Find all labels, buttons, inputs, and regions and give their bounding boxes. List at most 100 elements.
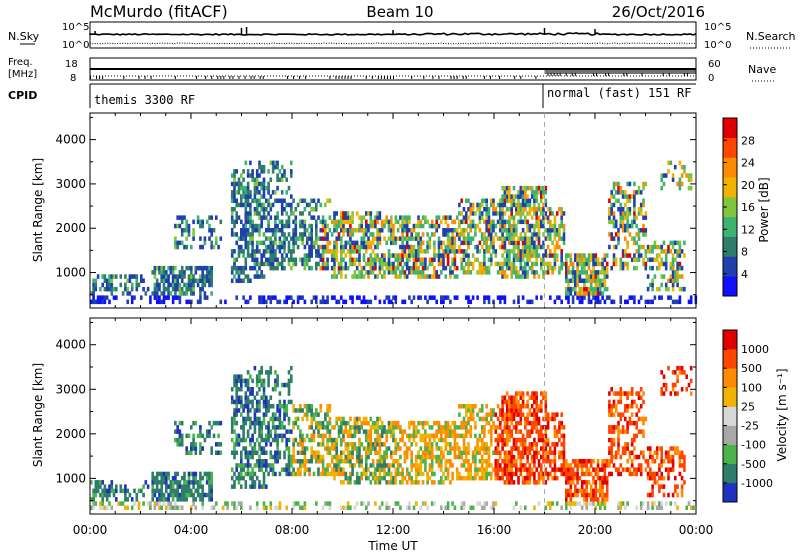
heatmap-cell xyxy=(369,219,373,225)
heatmap-cell xyxy=(333,454,336,460)
heatmap-cell xyxy=(251,404,254,409)
heatmap-cell xyxy=(401,471,404,477)
heatmap-cell xyxy=(521,437,525,443)
heatmap-cell xyxy=(605,295,609,300)
heatmap-cell xyxy=(290,471,293,477)
heatmap-cell xyxy=(669,160,673,166)
heatmap-cell xyxy=(369,442,373,447)
heatmap-cell xyxy=(440,463,443,468)
heatmap-cell xyxy=(290,257,293,262)
heatmap-cell xyxy=(237,177,241,182)
heatmap-cell xyxy=(492,467,495,472)
heatmap-cell xyxy=(294,420,298,426)
heatmap-cell xyxy=(462,505,466,510)
heatmap-cell xyxy=(351,446,354,451)
nave-sample xyxy=(174,76,176,79)
heatmap-cell xyxy=(530,459,534,464)
heatmap-cell xyxy=(574,270,577,275)
heatmap-cell xyxy=(549,223,552,229)
heatmap-cell xyxy=(162,286,166,292)
heatmap-cell xyxy=(449,299,452,305)
heatmap-cell xyxy=(374,236,377,241)
heatmap-cell xyxy=(567,501,570,506)
heatmap-cell xyxy=(512,399,516,405)
heatmap-cell xyxy=(594,295,598,300)
heatmap-cell xyxy=(265,249,268,254)
heatmap-cell xyxy=(287,378,291,384)
heatmap-cell xyxy=(101,282,104,288)
nave-sample xyxy=(565,73,567,76)
heatmap-cell xyxy=(453,240,457,246)
heatmap-cell xyxy=(290,253,293,258)
heatmap-cell xyxy=(440,505,443,510)
heatmap-cell xyxy=(408,475,411,481)
heatmap-cell xyxy=(162,492,166,498)
heatmap-cell xyxy=(651,278,654,283)
heatmap-cell xyxy=(380,253,384,258)
nave-sample xyxy=(205,76,207,79)
heatmap-cell xyxy=(240,454,243,460)
heatmap-cell xyxy=(560,425,563,430)
heatmap-cell xyxy=(210,291,213,296)
heatmap-cell xyxy=(644,265,648,271)
heatmap-cell xyxy=(524,190,527,195)
heatmap-cell xyxy=(437,236,441,241)
nave-sample xyxy=(389,76,391,79)
heatmap-cell xyxy=(365,232,368,237)
heatmap-cell xyxy=(283,173,286,178)
heatmap-cell xyxy=(301,232,304,237)
heatmap-cell xyxy=(478,261,482,267)
heatmap-cell xyxy=(505,471,509,477)
heatmap-cell xyxy=(199,291,202,296)
heatmap-cell xyxy=(265,399,268,405)
heatmap-cell xyxy=(689,299,693,305)
heatmap-cell xyxy=(519,442,523,447)
heatmap-cell xyxy=(621,215,625,220)
heatmap-cell xyxy=(485,240,488,246)
heatmap-cell xyxy=(290,459,293,464)
heatmap-cell xyxy=(315,408,318,413)
heatmap-cell xyxy=(544,450,548,455)
heatmap-cell xyxy=(317,459,320,464)
heatmap-cell xyxy=(553,429,557,434)
heatmap-cell xyxy=(267,463,270,468)
heatmap-cell xyxy=(637,244,641,250)
heatmap-cell xyxy=(196,492,200,498)
heatmap-cell xyxy=(387,425,391,430)
heatmap-cell xyxy=(251,437,254,443)
heatmap-cell xyxy=(296,416,300,422)
heatmap-cell xyxy=(394,501,398,506)
heatmap-cell xyxy=(240,404,243,409)
heatmap-cell xyxy=(524,215,527,220)
heatmap-cell xyxy=(274,295,277,300)
heatmap-cell xyxy=(321,425,325,430)
heatmap-cell xyxy=(510,399,513,405)
heatmap-cell xyxy=(476,437,479,443)
heatmap-cell xyxy=(246,249,250,254)
heatmap-cell xyxy=(267,404,270,409)
heatmap-cell xyxy=(569,505,573,510)
heatmap-cell xyxy=(519,454,523,460)
heatmap-cell xyxy=(303,244,307,250)
heatmap-cell xyxy=(292,404,295,409)
heatmap-cell xyxy=(346,228,350,233)
heatmap-cell xyxy=(305,467,309,472)
heatmap-cell xyxy=(535,236,538,241)
nave-sample xyxy=(380,76,382,79)
heatmap-cell xyxy=(349,425,352,430)
heatmap-cell xyxy=(528,265,532,271)
heatmap-cell xyxy=(490,219,493,225)
heatmap-cell xyxy=(469,463,473,468)
heatmap-cell xyxy=(558,420,561,426)
heatmap-cell xyxy=(485,228,488,233)
heatmap-cell xyxy=(510,408,513,413)
heatmap-cell xyxy=(208,228,211,233)
heatmap-cell xyxy=(633,181,636,187)
heatmap-cell xyxy=(480,408,484,413)
heatmap-cell xyxy=(408,471,411,477)
heatmap-cell xyxy=(299,198,302,203)
heatmap-cell xyxy=(571,261,575,267)
heatmap-cell xyxy=(533,437,536,443)
heatmap-cell xyxy=(574,501,577,506)
heatmap-cell xyxy=(90,480,93,485)
